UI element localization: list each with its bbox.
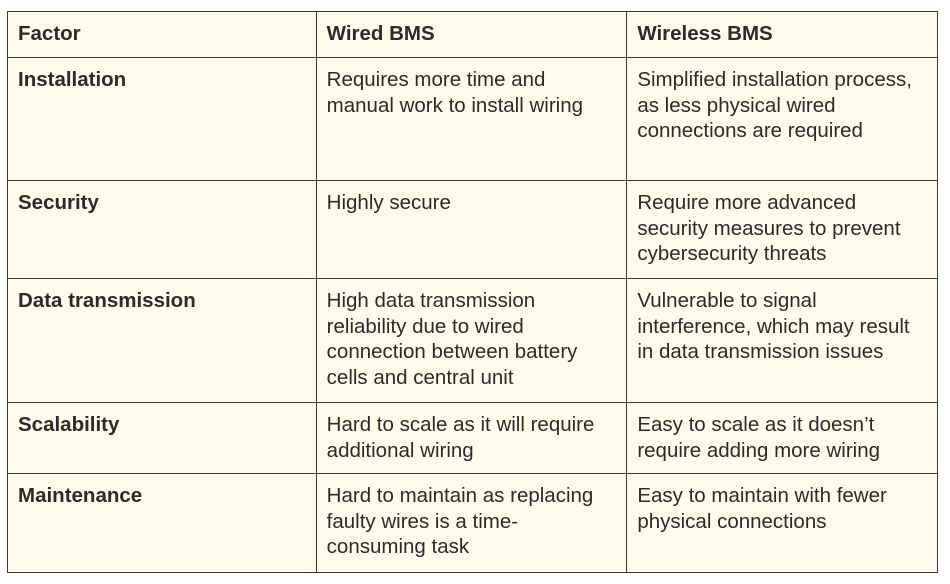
header-wireless: Wireless BMS — [626, 11, 938, 58]
comparison-table: Factor Wired BMS Wireless BMS Installati… — [7, 11, 938, 573]
factor-cell: Maintenance — [7, 473, 317, 573]
table-row: Security Highly secure Require more advanc… — [7, 180, 938, 279]
wired-cell: Requires more time and manual work to in… — [315, 57, 628, 181]
wireless-cell: Easy to maintain with fewer physical con… — [626, 473, 938, 573]
wireless-cell: Easy to scale as it doesn’t require addi… — [626, 402, 938, 474]
wired-cell: Hard to maintain as replacing faulty wir… — [315, 473, 628, 573]
wireless-cell: Simplified installation process, as less… — [626, 57, 938, 181]
header-row: Factor Wired BMS Wireless BMS — [7, 11, 938, 58]
wireless-cell: Vulnerable to signal interference, which… — [626, 278, 938, 403]
wired-cell: Hard to scale as it will require additio… — [315, 402, 628, 474]
wired-cell: Highly secure — [315, 180, 628, 279]
wireless-cell: Require more advanced security measures … — [626, 180, 938, 279]
table-row: Scalability Hard to scale as it will requ… — [7, 402, 938, 474]
table-row: Installation Requires more time and manua… — [7, 57, 938, 181]
table-row: Maintenance Hard to maintain as replacing… — [7, 473, 938, 573]
header-factor: Factor — [7, 11, 317, 58]
wired-cell: High data transmission reliability due t… — [315, 278, 628, 403]
table-row: Data transmission High data transmission … — [7, 278, 938, 403]
factor-cell: Installation — [7, 57, 317, 181]
factor-cell: Data transmission — [7, 278, 317, 403]
factor-cell: Scalability — [7, 402, 317, 474]
header-wired: Wired BMS — [315, 11, 628, 58]
factor-cell: Security — [7, 180, 317, 279]
